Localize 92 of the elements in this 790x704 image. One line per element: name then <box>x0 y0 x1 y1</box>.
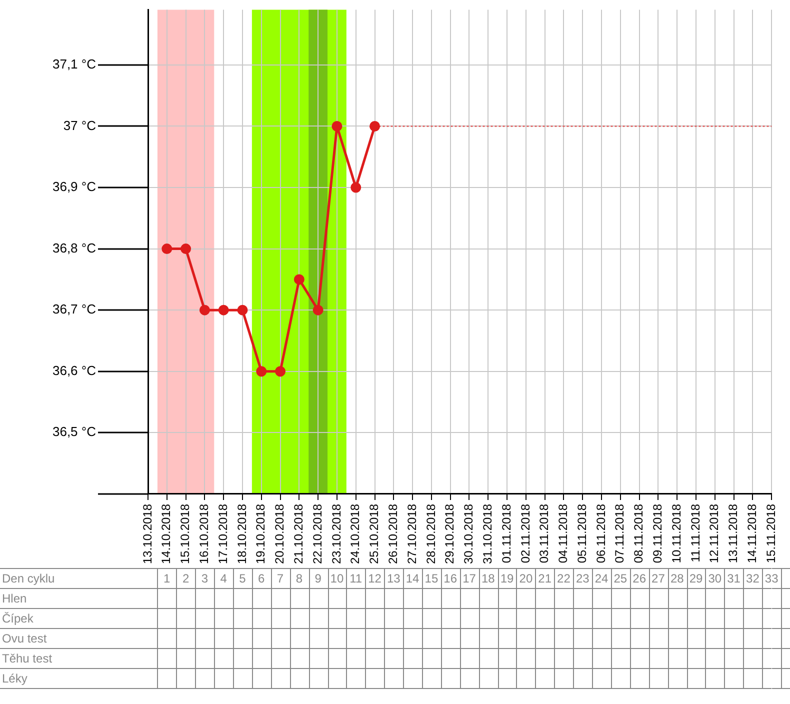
point <box>370 120 380 132</box>
point <box>332 120 342 132</box>
x2-tick-label: 25 <box>614 572 628 586</box>
x-tick-label: 15.11.2018 <box>764 504 778 564</box>
x2-tick-label: 4 <box>220 572 228 586</box>
x-tick-label: 01.11.2018 <box>499 504 514 564</box>
x-tick-label: 05.11.2018 <box>574 504 589 564</box>
x2-tick-label: 31 <box>727 572 741 586</box>
point <box>312 304 324 316</box>
text: Léky <box>2 671 28 686</box>
x2-tick-label: 8 <box>296 572 303 586</box>
x-tick-label: 25.10.2018 <box>367 504 382 564</box>
x-tick-label: 30.10.2018 <box>462 504 476 564</box>
x-tick-label: 03.11.2018 <box>537 504 552 564</box>
x2-tick-label: 10 <box>330 572 344 586</box>
x2-tick-label: 12 <box>368 572 382 586</box>
x2-tick-label: 30 <box>708 572 722 586</box>
point <box>237 304 248 316</box>
x2-tick-label: 23 <box>576 572 590 586</box>
x-tick-label: 06.11.2018 <box>594 504 608 564</box>
x2-tick-label: 28 <box>670 572 684 586</box>
x-tick-label: 20.10.2018 <box>272 504 287 564</box>
x2-tick-label: 19 <box>500 572 514 586</box>
x2-tick-label: 24 <box>594 572 609 586</box>
x-tick-label: 15.10.2018 <box>178 504 192 564</box>
point <box>199 304 210 316</box>
x2-tick-label: 32 <box>746 572 760 586</box>
x2-tick-label: 13 <box>386 572 401 586</box>
x-tick-label: 31.10.2018 <box>480 504 494 564</box>
x-tick-label: 21.10.2018 <box>291 504 306 564</box>
x2-tick-label: 33 <box>764 572 779 586</box>
y-tick-label: 36,5 °C <box>52 424 96 440</box>
x-tick-label: 27.10.2018 <box>404 504 419 564</box>
x2-tick-label: 29 <box>689 572 704 586</box>
x-tick-label: 29.10.2018 <box>442 504 457 564</box>
x2-tick-label: 20 <box>519 572 533 586</box>
y-tick-label: 36,7 °C <box>52 302 96 317</box>
point <box>275 366 286 377</box>
x2-axis-title: Den cyklu <box>2 571 55 586</box>
x2-tick-label: 27 <box>652 572 666 586</box>
y-tick-label: 37 °C <box>63 118 96 133</box>
x2-tick-label: 9 <box>314 572 322 586</box>
x-tick-label: 14.10.2018 <box>159 504 174 564</box>
x2-tick-label: 3 <box>201 572 208 586</box>
x2-tick-label: 16 <box>444 572 458 586</box>
x2-tick-label: 26 <box>632 572 646 586</box>
x2-tick-label: 6 <box>258 572 266 586</box>
x2-tick-label: 1 <box>164 572 171 586</box>
x2-tick-label: 14 <box>406 572 420 586</box>
x-tick-label: 14.11.2018 <box>745 504 760 564</box>
x-tick-label: 19.10.2018 <box>254 504 268 564</box>
y-tick-label: 36,6 °C <box>52 362 96 378</box>
y-tick-label: 37,1 °C <box>52 56 96 72</box>
x-tick-label: 17.10.2018 <box>216 504 230 564</box>
point <box>350 182 362 193</box>
x-tick-label: 18.10.2018 <box>234 504 249 564</box>
x-tick-label: 10.11.2018 <box>669 504 684 564</box>
x-tick-label: 11.11.2018 <box>688 504 702 562</box>
text: Hlen <box>2 591 27 606</box>
x-tick-label: 02.11.2018 <box>518 504 532 564</box>
text: Ovu test <box>2 631 48 646</box>
y-tick-label: 36,9 °C <box>52 179 96 194</box>
x2-tick-label: 5 <box>239 572 246 586</box>
x-tick-label: 24.10.2018 <box>348 504 362 564</box>
x-tick-label: 08.11.2018 <box>632 504 646 564</box>
x-tick-label: 22.10.2018 <box>310 504 324 564</box>
x-tick-label: 09.11.2018 <box>650 504 665 564</box>
text: Čípek <box>2 611 34 626</box>
point <box>180 244 192 254</box>
x-tick-label: 07.11.2018 <box>612 504 627 564</box>
x-tick-label: 26.10.2018 <box>386 504 400 564</box>
point <box>218 304 229 316</box>
x-tick-label: 16.10.2018 <box>197 504 212 564</box>
x2-tick-label: 11 <box>350 572 362 586</box>
text: Těhu test <box>2 651 53 666</box>
x-tick-label: 13.10.2018 <box>140 504 154 564</box>
x2-tick-label: 2 <box>182 572 190 586</box>
x2-tick-label: 15 <box>424 572 438 586</box>
x-tick-label: 13.11.2018 <box>726 504 740 564</box>
x2-tick-label: 7 <box>276 572 284 586</box>
x-tick-label: 12.11.2018 <box>707 504 722 564</box>
point <box>162 244 172 254</box>
x-tick-label: 04.11.2018 <box>556 504 570 564</box>
y-tick-label: 36,8 °C <box>52 240 96 256</box>
point <box>294 274 304 285</box>
x2-tick-label: 17 <box>462 572 476 586</box>
x2-tick-label: 18 <box>481 572 496 586</box>
x2-tick-label: 22 <box>557 572 571 586</box>
point <box>256 366 267 377</box>
x-tick-label: 28.10.2018 <box>424 504 438 564</box>
x2-tick-label: 21 <box>538 572 552 586</box>
x-tick-label: 23.10.2018 <box>329 504 344 564</box>
